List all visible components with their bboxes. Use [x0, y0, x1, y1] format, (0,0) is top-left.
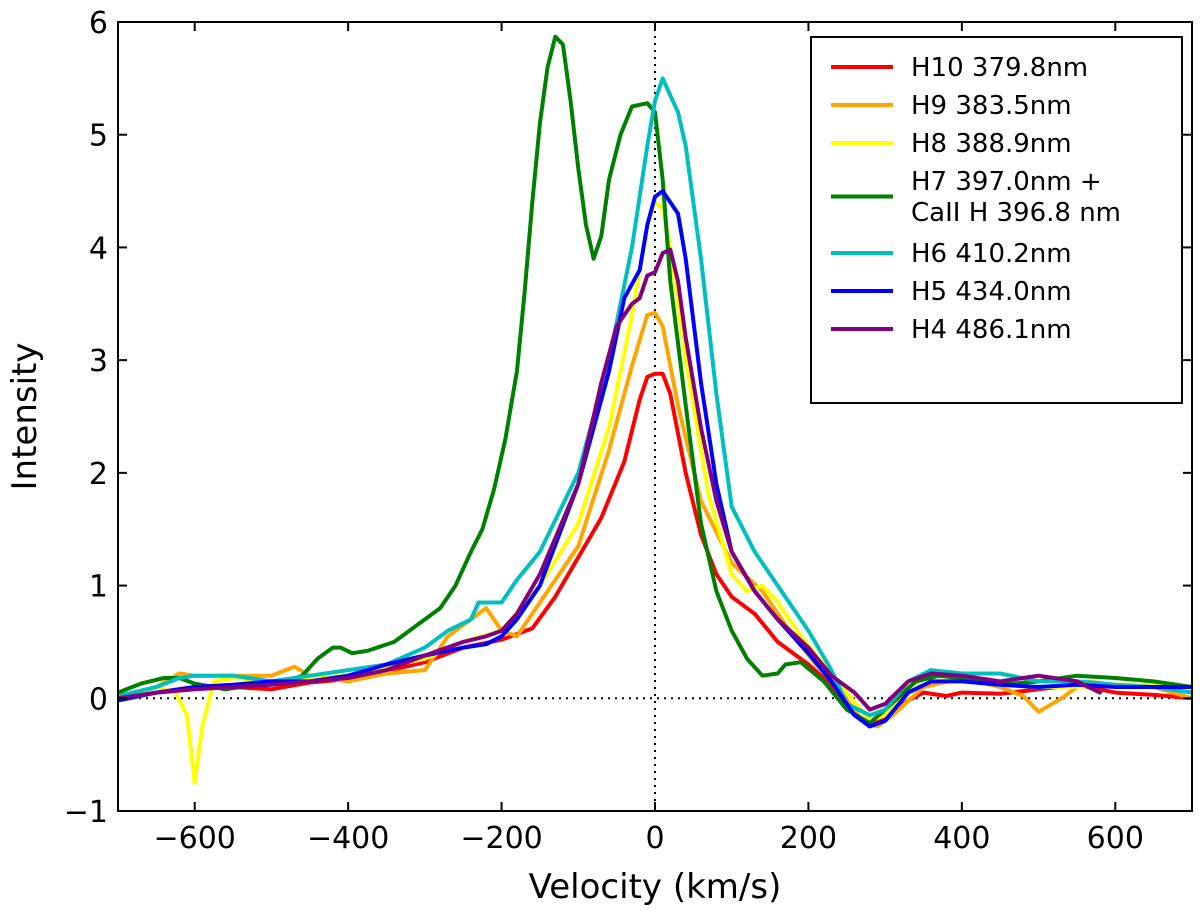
x-tick-label: −600 [154, 821, 236, 856]
x-tick-label: 600 [1087, 821, 1144, 856]
legend: H10 379.8nm H9 383.5nm H8 388.9nm H7 397.0n… [810, 36, 1183, 404]
y-tick-label: 4 [89, 231, 108, 266]
y-tick-label: 3 [89, 344, 108, 379]
y-tick-label: 0 [89, 682, 108, 717]
legend-label-2: H9 383.5nm [911, 91, 1072, 121]
legend-label-5: H6 410.2nm [911, 239, 1072, 269]
axis-ticks: −600 −400 −200 0 200 400 600 −1 0 1 2 3 4 5 6 [64, 6, 1192, 856]
y-tick-label: 5 [89, 119, 108, 154]
plot-frame [117, 21, 1193, 812]
x-tick-label: −200 [460, 821, 542, 856]
y-tick-label: 6 [89, 6, 108, 41]
legend-label-6: H5 434.0nm [911, 277, 1072, 307]
x-tick-label: 200 [780, 821, 837, 856]
series-line-5 [118, 76, 1192, 718]
x-tick-label: 400 [933, 821, 990, 856]
y-tick-label: 2 [89, 457, 108, 492]
x-axis-title: Velocity (km/s) [529, 867, 782, 907]
y-tick-label: −1 [64, 795, 108, 830]
legend-label-1: H10 379.8nm [911, 53, 1088, 83]
legend-label-3: H8 388.9nm [911, 129, 1072, 159]
y-axis-title: Intensity [5, 343, 45, 491]
series-lines [118, 34, 1192, 785]
legend-label-7: H4 486.1nm [911, 315, 1072, 345]
series-line-7 [118, 247, 1102, 712]
x-tick-label: 0 [645, 821, 664, 856]
legend-label-4: H7 397.0nm + CaII H 396.8 nm [911, 167, 1121, 228]
y-tick-label: 1 [89, 570, 108, 605]
legend-box [810, 36, 1183, 404]
series-line-6 [118, 189, 1192, 729]
x-tick-label: −400 [307, 821, 389, 856]
